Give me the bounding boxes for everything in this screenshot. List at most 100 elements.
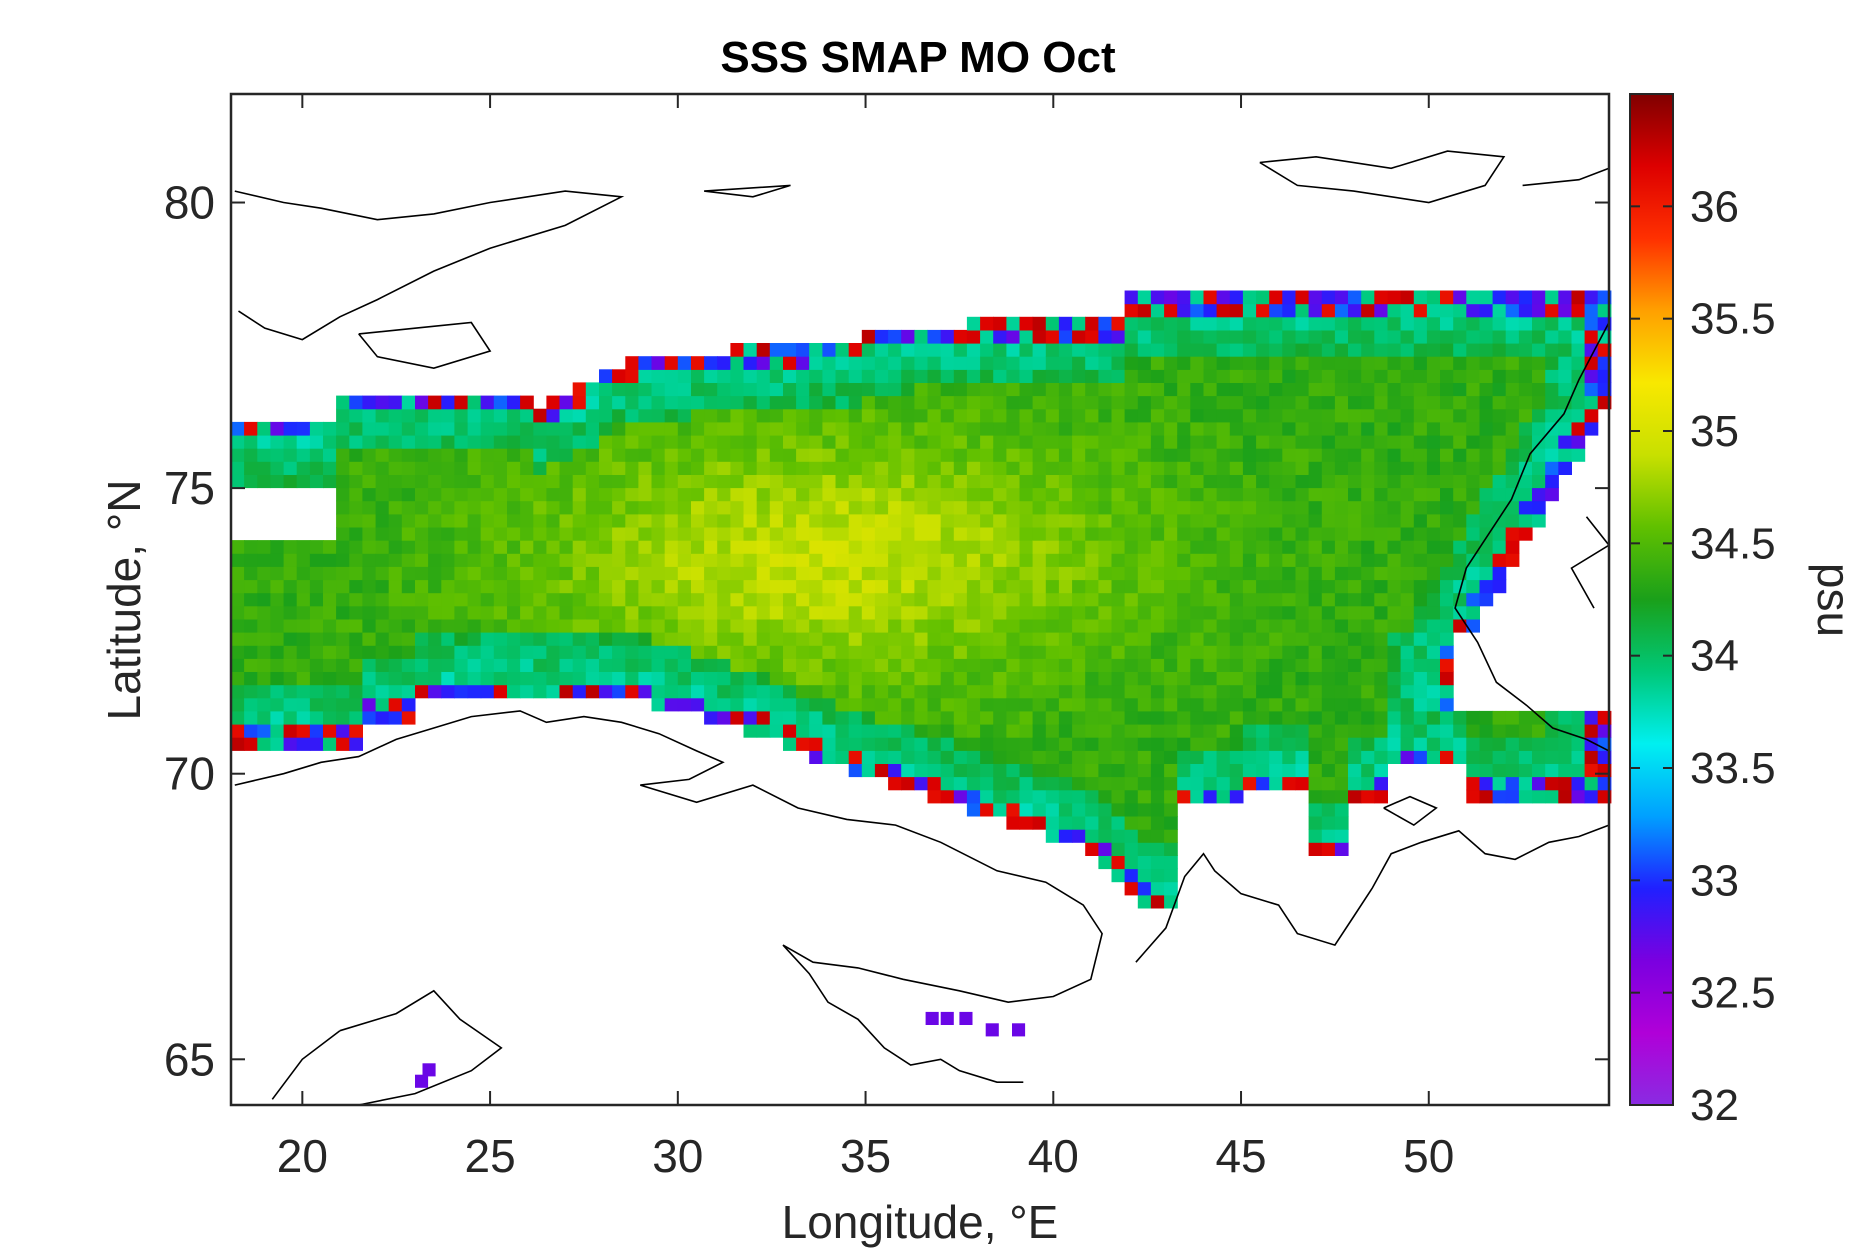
salinity-cell [1387, 382, 1402, 397]
salinity-cell [940, 618, 955, 633]
salinity-cell [822, 395, 837, 410]
salinity-cell [1137, 395, 1152, 410]
salinity-cell [1334, 461, 1349, 475]
salinity-cell [993, 645, 1007, 659]
salinity-cell [1229, 592, 1244, 607]
salinity-cell [1440, 461, 1454, 475]
salinity-cell [940, 592, 955, 607]
salinity-cell [1111, 527, 1126, 541]
salinity-cell [1361, 500, 1375, 515]
salinity-cell [966, 802, 981, 817]
salinity-cell [625, 448, 639, 462]
salinity-cell [664, 540, 679, 554]
salinity-cell [1321, 802, 1336, 817]
salinity-cell [1006, 395, 1021, 410]
salinity-cell [835, 435, 850, 449]
salinity-cell [1413, 487, 1428, 502]
salinity-cell [599, 513, 613, 528]
salinity-cell [283, 421, 298, 436]
salinity-cell [1282, 461, 1296, 475]
salinity-cell [415, 592, 429, 607]
salinity-cell [1256, 513, 1270, 528]
salinity-cell [388, 421, 403, 436]
salinity-cell [1282, 513, 1296, 528]
salinity-cell [507, 671, 521, 686]
salinity-cell [1203, 605, 1218, 620]
salinity-cell [704, 632, 718, 646]
salinity-cell [901, 382, 915, 397]
salinity-cell [1571, 724, 1586, 738]
salinity-cell [1295, 710, 1310, 725]
salinity-cell [835, 382, 850, 397]
salinity-cell [1505, 461, 1520, 475]
salinity-cell [1085, 448, 1099, 462]
salinity-cell [336, 540, 350, 554]
salinity-cell [1019, 763, 1034, 778]
salinity-cell [1256, 684, 1270, 699]
salinity-cell [362, 513, 377, 528]
salinity-cell [1216, 356, 1231, 370]
salinity-cell [1164, 527, 1178, 541]
salinity-cell [888, 356, 902, 370]
salinity-cell [1164, 303, 1178, 318]
salinity-cell [769, 553, 784, 567]
salinity-cell [1413, 329, 1428, 344]
salinity-cell [1058, 710, 1073, 725]
salinity-cell [927, 553, 942, 567]
salinity-cell [559, 513, 574, 528]
salinity-cell [1072, 671, 1086, 686]
salinity-cell [1164, 592, 1178, 607]
salinity-cell [257, 710, 271, 725]
salinity-cell [1426, 553, 1441, 567]
salinity-cell [533, 645, 547, 659]
salinity-cell [993, 776, 1007, 791]
salinity-cell [1006, 776, 1021, 791]
salinity-cell [1164, 395, 1178, 410]
salinity-cell [717, 553, 731, 567]
salinity-cell [1558, 408, 1572, 423]
salinity-cell [848, 395, 863, 410]
salinity-cell [1571, 763, 1586, 778]
salinity-cell [1518, 763, 1533, 778]
salinity-cell [507, 435, 521, 449]
salinity-cell [388, 553, 403, 567]
salinity-cell [901, 776, 915, 791]
salinity-cell [1282, 553, 1296, 567]
salinity-cell [914, 435, 929, 449]
salinity-cell [1098, 566, 1113, 581]
salinity-cell [1058, 789, 1073, 804]
salinity-cell [1150, 645, 1165, 659]
salinity-cell [809, 474, 823, 489]
salinity-cell [1164, 658, 1178, 672]
salinity-cell [1229, 789, 1244, 804]
salinity-cell [1321, 316, 1336, 331]
salinity-cell [1387, 540, 1402, 554]
salinity-cell [1334, 356, 1349, 370]
salinity-cell [756, 382, 771, 397]
salinity-cell [730, 697, 745, 712]
salinity-cell [1098, 553, 1113, 567]
salinity-cell [769, 487, 784, 502]
salinity-cell [1085, 566, 1099, 581]
salinity-cell [1190, 290, 1204, 305]
salinity-cell [1150, 421, 1165, 436]
salinity-cell [1269, 776, 1283, 791]
salinity-cell [1426, 290, 1441, 305]
salinity-cell [362, 500, 377, 515]
salinity-cell [1295, 684, 1310, 699]
salinity-cell [1032, 750, 1047, 764]
salinity-cell [507, 553, 521, 567]
salinity-cell [874, 461, 889, 475]
salinity-cell [1032, 329, 1047, 344]
salinity-cell [1308, 645, 1323, 659]
salinity-cell [1361, 356, 1375, 370]
salinity-cell [1085, 724, 1099, 738]
salinity-cell [966, 316, 981, 331]
salinity-cell [1387, 395, 1402, 410]
salinity-cell [323, 566, 337, 581]
salinity-cell [861, 527, 876, 541]
salinity-cell [835, 684, 850, 699]
salinity-cell [309, 448, 324, 462]
salinity-cell [691, 697, 705, 712]
